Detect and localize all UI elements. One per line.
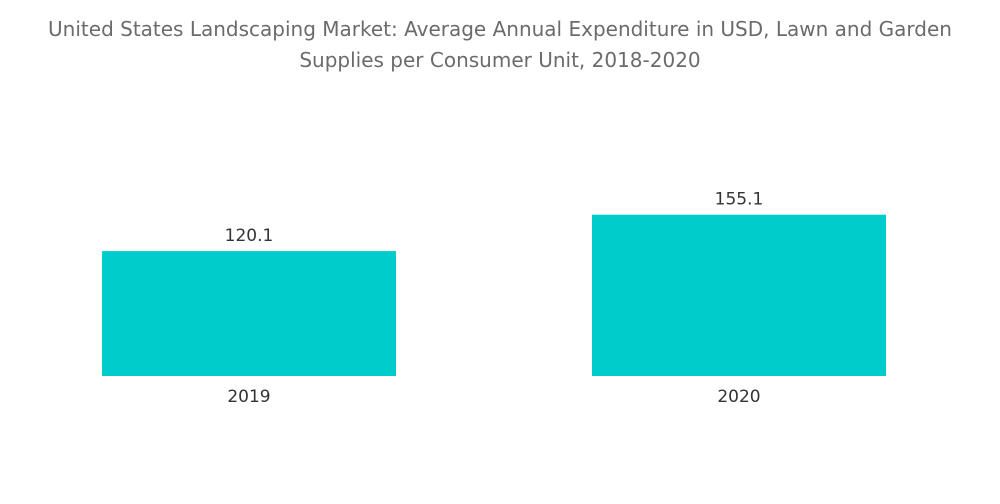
data-label-2019: 120.1 (225, 226, 274, 246)
data-label-2020: 155.1 (715, 190, 764, 210)
bar-2019 (102, 251, 396, 376)
x-tick-label-2020: 2020 (717, 387, 760, 407)
x-tick-label-2019: 2019 (227, 387, 270, 407)
chart-title-line-1: United States Landscaping Market: Averag… (48, 17, 952, 41)
chart-title: United States Landscaping Market: Averag… (0, 14, 1000, 76)
chart-title-line-2: Supplies per Consumer Unit, 2018-2020 (299, 48, 701, 72)
bar-2020 (592, 214, 886, 376)
